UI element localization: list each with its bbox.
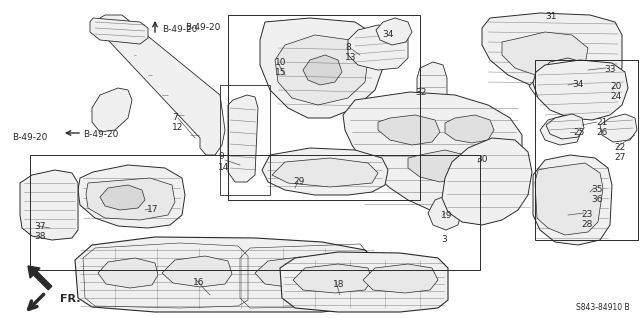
Text: 9: 9 <box>218 152 224 161</box>
Text: 28: 28 <box>581 220 593 229</box>
Polygon shape <box>262 148 388 195</box>
Polygon shape <box>98 258 158 288</box>
Text: FR.: FR. <box>60 294 81 304</box>
Text: 21: 21 <box>596 118 607 127</box>
Polygon shape <box>378 115 440 145</box>
Text: 7: 7 <box>172 113 178 122</box>
Polygon shape <box>482 13 622 92</box>
Polygon shape <box>303 55 342 85</box>
Polygon shape <box>540 115 582 145</box>
Text: 16: 16 <box>193 278 205 287</box>
Text: 36: 36 <box>591 195 602 204</box>
Polygon shape <box>546 114 584 139</box>
Text: 35: 35 <box>591 185 602 194</box>
Polygon shape <box>533 155 612 245</box>
Text: 10: 10 <box>275 58 287 67</box>
Polygon shape <box>533 60 628 120</box>
Text: B-49-20: B-49-20 <box>12 133 47 142</box>
Text: 34: 34 <box>382 30 394 39</box>
Text: 17: 17 <box>147 205 159 214</box>
Polygon shape <box>408 150 470 182</box>
Polygon shape <box>90 18 148 44</box>
Text: 3: 3 <box>441 235 447 244</box>
Text: 23: 23 <box>581 210 593 219</box>
FancyArrow shape <box>28 266 52 290</box>
Text: 25: 25 <box>573 128 584 137</box>
Polygon shape <box>92 88 132 132</box>
Text: 38: 38 <box>34 232 45 241</box>
Polygon shape <box>600 114 637 142</box>
Polygon shape <box>20 170 78 240</box>
Text: 27: 27 <box>614 153 625 162</box>
Polygon shape <box>280 252 448 312</box>
Text: 18: 18 <box>333 280 344 289</box>
Polygon shape <box>75 237 378 312</box>
Text: 20: 20 <box>610 82 621 91</box>
Polygon shape <box>348 25 408 70</box>
Text: 34: 34 <box>572 80 584 89</box>
Polygon shape <box>100 185 145 210</box>
Text: 8: 8 <box>345 43 351 52</box>
Polygon shape <box>535 163 603 235</box>
Text: B-49-20: B-49-20 <box>83 130 118 139</box>
Polygon shape <box>445 115 494 143</box>
Polygon shape <box>293 264 372 293</box>
Text: 33: 33 <box>604 65 616 74</box>
Polygon shape <box>376 18 412 45</box>
Text: B-49-20: B-49-20 <box>185 23 220 32</box>
Polygon shape <box>417 62 447 155</box>
Text: 30: 30 <box>476 155 488 164</box>
Text: 13: 13 <box>345 53 356 62</box>
Text: 31: 31 <box>545 12 557 21</box>
Text: 19: 19 <box>441 211 452 220</box>
Text: 37: 37 <box>34 222 45 231</box>
Text: B-49-20: B-49-20 <box>162 25 197 34</box>
Polygon shape <box>78 165 185 228</box>
Text: 32: 32 <box>415 88 426 97</box>
Polygon shape <box>260 18 385 118</box>
Text: 24: 24 <box>610 92 621 101</box>
Polygon shape <box>100 15 225 155</box>
Polygon shape <box>228 95 258 182</box>
Polygon shape <box>255 257 326 288</box>
Polygon shape <box>343 92 522 215</box>
Polygon shape <box>363 264 438 293</box>
Polygon shape <box>322 260 367 288</box>
Polygon shape <box>502 32 588 76</box>
Polygon shape <box>442 138 532 225</box>
Text: 26: 26 <box>596 128 607 137</box>
Polygon shape <box>428 195 462 230</box>
Text: 15: 15 <box>275 68 287 77</box>
Polygon shape <box>540 58 585 87</box>
Text: 29: 29 <box>293 177 305 186</box>
Text: 14: 14 <box>218 163 229 172</box>
Text: S843-84910 B: S843-84910 B <box>577 303 630 312</box>
Text: 22: 22 <box>614 143 625 152</box>
Text: 12: 12 <box>172 123 184 132</box>
Polygon shape <box>275 35 368 105</box>
Polygon shape <box>529 73 576 100</box>
Polygon shape <box>162 256 232 287</box>
Polygon shape <box>272 158 378 187</box>
Polygon shape <box>86 178 175 220</box>
